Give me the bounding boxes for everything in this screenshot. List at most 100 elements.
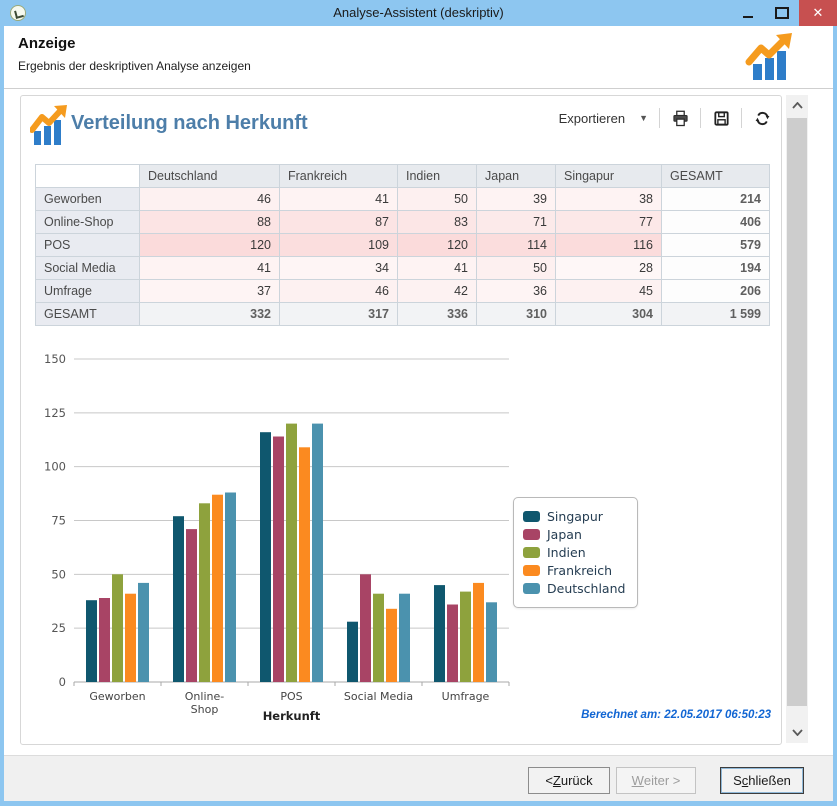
value-cell: 38 (555, 187, 662, 211)
y-tick-label: 150 (44, 352, 66, 366)
value-cell: 120 (139, 233, 280, 257)
bar-indien-umfrage[interactable] (460, 591, 471, 682)
bar-frankreich-pos[interactable] (299, 447, 310, 682)
bar-deutschland-geworben[interactable] (138, 582, 149, 682)
bar-frankreich-social-media[interactable] (386, 608, 397, 682)
scroll-down-button[interactable] (786, 722, 808, 743)
toolbar-separator (700, 108, 701, 128)
save-button[interactable] (710, 107, 732, 129)
row-total-cell: 406 (661, 210, 770, 234)
table-header-row: Deutschland Frankreich Indien Japan Singapur… (35, 164, 770, 188)
bar-singapur-social-media[interactable] (347, 621, 358, 682)
y-tick-label: 0 (59, 675, 66, 689)
y-tick-label: 75 (51, 514, 66, 528)
legend-label: Singapur (547, 509, 603, 524)
export-dropdown[interactable]: Exportieren ▼ (557, 108, 650, 129)
value-cell: 46 (279, 279, 398, 303)
close-icon: ✕ (812, 5, 824, 20)
bar-indien-geworben[interactable] (112, 574, 123, 682)
value-cell: 88 (139, 210, 280, 234)
legend-item-deutschland[interactable]: Deutschland (523, 581, 625, 596)
y-tick-label: 50 (51, 567, 66, 581)
bar-singapur-geworben[interactable] (86, 600, 97, 682)
bar-japan-geworben[interactable] (99, 598, 110, 682)
bar-singapur-umfrage[interactable] (434, 585, 445, 682)
legend-item-singapur[interactable]: Singapur (523, 509, 625, 524)
distribution-table: Deutschland Frankreich Indien Japan Singapur… (35, 164, 770, 326)
bar-japan-social-media[interactable] (360, 574, 371, 682)
row-label: Geworben (35, 187, 140, 211)
column-total-cell: 317 (279, 302, 398, 326)
bar-deutschland-pos[interactable] (312, 423, 323, 682)
value-cell: 42 (397, 279, 477, 303)
bar-japan-umfrage[interactable] (447, 604, 458, 683)
computed-at-text: Berechnet am: 22.05.2017 06:50:23 (581, 709, 771, 721)
bar-deutschland-social-media[interactable] (399, 593, 410, 682)
page-title: Anzeige (18, 35, 76, 52)
bar-deutschland-online-shop[interactable] (225, 492, 236, 683)
bar-singapur-pos[interactable] (260, 432, 271, 682)
legend-swatch-icon (523, 547, 540, 558)
legend-item-frankreich[interactable]: Frankreich (523, 563, 625, 578)
bar-frankreich-geworben[interactable] (125, 593, 136, 682)
value-cell: 109 (279, 233, 398, 257)
value-cell: 77 (555, 210, 662, 234)
legend-item-indien[interactable]: Indien (523, 545, 625, 560)
row-label: Social Media (35, 256, 140, 280)
bar-deutschland-umfrage[interactable] (486, 602, 497, 682)
refresh-button[interactable] (751, 107, 773, 129)
value-cell: 87 (279, 210, 398, 234)
table-total-row: GESAMT 332 317 336 310 304 1 599 (35, 302, 770, 326)
chevron-down-icon (791, 729, 803, 736)
x-category-label: Social Media (344, 690, 413, 703)
distribution-chart-icon (29, 104, 70, 153)
print-icon (672, 110, 688, 126)
bar-indien-online-shop[interactable] (199, 503, 210, 682)
bar-indien-pos[interactable] (286, 423, 297, 682)
chart-legend: Singapur Japan Indien Frankreich Deutschland (513, 497, 639, 608)
value-cell: 37 (139, 279, 280, 303)
scrollbar-thumb[interactable] (787, 118, 807, 706)
column-total-cell: 310 (476, 302, 556, 326)
minimize-button[interactable] (731, 0, 765, 26)
bar-frankreich-online-shop[interactable] (212, 494, 223, 682)
row-total-cell: 194 (661, 256, 770, 280)
total-row-label: GESAMT (35, 302, 140, 326)
value-cell: 28 (555, 256, 662, 280)
table-row: POS 120 109 120 114 116 579 (35, 233, 770, 257)
bar-japan-pos[interactable] (273, 436, 284, 683)
bar-indien-social-media[interactable] (373, 593, 384, 682)
bar-japan-online-shop[interactable] (186, 529, 197, 682)
table-row: Online-Shop 88 87 83 71 77 406 (35, 210, 770, 234)
column-total-cell: 336 (397, 302, 477, 326)
value-cell: 39 (476, 187, 556, 211)
table-corner-cell (35, 164, 140, 188)
legend-item-japan[interactable]: Japan (523, 527, 625, 542)
save-icon (713, 110, 729, 126)
vertical-scrollbar[interactable] (786, 95, 808, 743)
value-cell: 116 (555, 233, 662, 257)
close-button[interactable]: ✕ (799, 0, 837, 26)
row-label: Umfrage (35, 279, 140, 303)
column-header: Singapur (555, 164, 662, 188)
print-button[interactable] (669, 107, 691, 129)
maximize-button[interactable] (765, 0, 799, 26)
row-total-cell: 206 (661, 279, 770, 303)
x-axis-title: Herkunft (263, 709, 321, 723)
bar-singapur-online-shop[interactable] (173, 516, 184, 682)
x-category-label: Umfrage (442, 690, 490, 703)
bar-frankreich-umfrage[interactable] (473, 582, 484, 682)
x-category-label: POS (280, 690, 302, 703)
bar-chart-canvas: 0 25 50 75 100 125 150 Geworben Online-Shop POS So… (44, 352, 510, 723)
table-row: Social Media 41 34 41 50 28 194 (35, 256, 770, 280)
legend-label: Deutschland (547, 581, 626, 596)
column-total-cell: 332 (139, 302, 280, 326)
result-panel: Verteilung nach Herkunft Exportieren ▼ (20, 95, 782, 745)
value-cell: 50 (476, 256, 556, 280)
page-subtitle: Ergebnis der deskriptiven Analyse anzeig… (18, 59, 251, 73)
scroll-up-button[interactable] (786, 95, 808, 116)
analysis-chart-icon (745, 32, 797, 89)
